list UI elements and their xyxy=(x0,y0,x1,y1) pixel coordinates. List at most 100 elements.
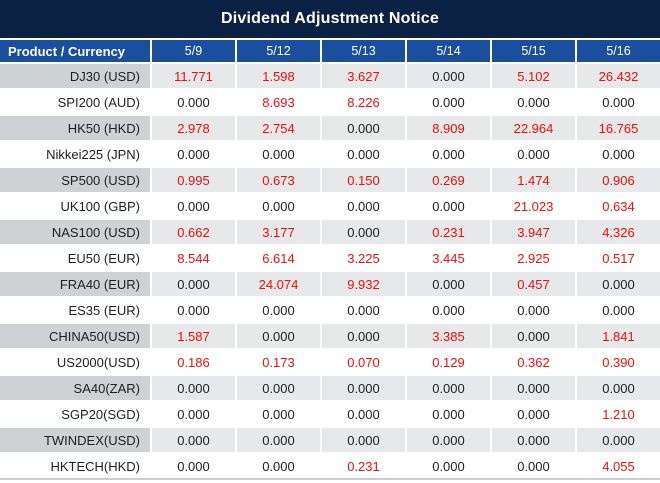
page-title: Dividend Adjustment Notice xyxy=(0,0,660,38)
dividend-value-cell: 0.000 xyxy=(492,454,575,478)
dividend-table: Product / Currency 5/9 5/12 5/13 5/14 5/15 5/1… xyxy=(0,40,660,478)
dividend-value-cell: 0.457 xyxy=(492,272,575,296)
dividend-value-cell: 0.000 xyxy=(237,428,320,452)
product-label: US2000(USD) xyxy=(0,350,150,374)
product-label: DJ30 (USD) xyxy=(0,64,150,88)
dividend-value-cell: 0.000 xyxy=(322,428,405,452)
product-label: TWINDEX(USD) xyxy=(0,428,150,452)
dividend-value-cell: 0.673 xyxy=(237,168,320,192)
dividend-value-cell: 0.000 xyxy=(152,90,235,114)
dividend-value-cell: 0.173 xyxy=(237,350,320,374)
dividend-value-cell: 0.000 xyxy=(577,142,660,166)
product-label: EU50 (EUR) xyxy=(0,246,150,270)
dividend-value-cell: 0.231 xyxy=(407,220,490,244)
dividend-value-cell: 0.000 xyxy=(322,376,405,400)
dividend-value-cell: 1.474 xyxy=(492,168,575,192)
product-label: ES35 (EUR) xyxy=(0,298,150,322)
dividend-value-cell: 0.000 xyxy=(407,64,490,88)
column-header-date: 5/15 xyxy=(492,40,575,62)
dividend-value-cell: 26.432 xyxy=(577,64,660,88)
dividend-value-cell: 0.269 xyxy=(407,168,490,192)
dividend-value-cell: 0.000 xyxy=(577,376,660,400)
dividend-value-cell: 0.000 xyxy=(152,454,235,478)
dividend-value-cell: 0.000 xyxy=(152,402,235,426)
dividend-value-cell: 0.362 xyxy=(492,350,575,374)
column-header-date: 5/9 xyxy=(152,40,235,62)
dividend-value-cell: 0.000 xyxy=(577,298,660,322)
product-label: NAS100 (USD) xyxy=(0,220,150,244)
dividend-value-cell: 0.000 xyxy=(322,324,405,348)
dividend-value-cell: 22.964 xyxy=(492,116,575,140)
dividend-value-cell: 0.000 xyxy=(407,428,490,452)
dividend-value-cell: 0.000 xyxy=(492,324,575,348)
dividend-value-cell: 16.765 xyxy=(577,116,660,140)
dividend-value-cell: 2.978 xyxy=(152,116,235,140)
dividend-value-cell: 0.000 xyxy=(152,428,235,452)
dividend-value-cell: 0.186 xyxy=(152,350,235,374)
dividend-value-cell: 0.906 xyxy=(577,168,660,192)
dividend-value-cell: 6.614 xyxy=(237,246,320,270)
dividend-value-cell: 5.102 xyxy=(492,64,575,88)
product-label: CHINA50(USD) xyxy=(0,324,150,348)
column-header-product-currency: Product / Currency xyxy=(0,40,150,62)
product-label: FRA40 (EUR) xyxy=(0,272,150,296)
dividend-value-cell: 0.000 xyxy=(237,454,320,478)
column-header-date: 5/12 xyxy=(237,40,320,62)
dividend-value-cell: 0.634 xyxy=(577,194,660,218)
product-label: HKTECH(HKD) xyxy=(0,454,150,478)
dividend-value-cell: 3.385 xyxy=(407,324,490,348)
dividend-value-cell: 0.000 xyxy=(152,194,235,218)
dividend-value-cell: 0.000 xyxy=(237,376,320,400)
dividend-value-cell: 8.909 xyxy=(407,116,490,140)
dividend-value-cell: 0.129 xyxy=(407,350,490,374)
dividend-value-cell: 4.326 xyxy=(577,220,660,244)
dividend-value-cell: 0.000 xyxy=(492,402,575,426)
dividend-value-cell: 0.000 xyxy=(407,298,490,322)
dividend-value-cell: 2.754 xyxy=(237,116,320,140)
dividend-value-cell: 8.544 xyxy=(152,246,235,270)
dividend-value-cell: 24.074 xyxy=(237,272,320,296)
dividend-value-cell: 1.210 xyxy=(577,402,660,426)
dividend-value-cell: 0.000 xyxy=(492,90,575,114)
column-header-date: 5/13 xyxy=(322,40,405,62)
product-label: HK50 (HKD) xyxy=(0,116,150,140)
dividend-value-cell: 0.000 xyxy=(577,428,660,452)
dividend-value-cell: 0.000 xyxy=(322,220,405,244)
dividend-value-cell: 0.000 xyxy=(492,298,575,322)
dividend-value-cell: 0.000 xyxy=(322,142,405,166)
dividend-value-cell: 8.693 xyxy=(237,90,320,114)
dividend-value-cell: 1.587 xyxy=(152,324,235,348)
dividend-value-cell: 0.000 xyxy=(407,142,490,166)
dividend-value-cell: 4.055 xyxy=(577,454,660,478)
column-header-date: 5/16 xyxy=(577,40,660,62)
dividend-value-cell: 3.627 xyxy=(322,64,405,88)
dividend-value-cell: 0.000 xyxy=(492,428,575,452)
dividend-value-cell: 0.662 xyxy=(152,220,235,244)
dividend-value-cell: 0.000 xyxy=(322,194,405,218)
dividend-value-cell: 0.000 xyxy=(492,376,575,400)
dividend-value-cell: 0.000 xyxy=(152,142,235,166)
dividend-value-cell: 0.995 xyxy=(152,168,235,192)
dividend-value-cell: 0.000 xyxy=(407,90,490,114)
dividend-value-cell: 3.177 xyxy=(237,220,320,244)
product-label: SPI200 (AUD) xyxy=(0,90,150,114)
dividend-value-cell: 0.000 xyxy=(237,402,320,426)
dividend-value-cell: 0.000 xyxy=(577,90,660,114)
product-label: Nikkei225 (JPN) xyxy=(0,142,150,166)
dividend-value-cell: 9.932 xyxy=(322,272,405,296)
dividend-value-cell: 0.000 xyxy=(407,402,490,426)
dividend-value-cell: 0.000 xyxy=(237,194,320,218)
dividend-value-cell: 0.000 xyxy=(237,298,320,322)
product-label: SA40(ZAR) xyxy=(0,376,150,400)
product-label: SGP20(SGD) xyxy=(0,402,150,426)
dividend-value-cell: 8.226 xyxy=(322,90,405,114)
dividend-value-cell: 0.000 xyxy=(322,402,405,426)
dividend-value-cell: 2.925 xyxy=(492,246,575,270)
dividend-value-cell: 0.000 xyxy=(407,454,490,478)
dividend-value-cell: 0.000 xyxy=(577,272,660,296)
dividend-value-cell: 0.000 xyxy=(492,142,575,166)
dividend-value-cell: 3.947 xyxy=(492,220,575,244)
dividend-value-cell: 0.000 xyxy=(407,194,490,218)
dividend-value-cell: 1.841 xyxy=(577,324,660,348)
dividend-value-cell: 0.000 xyxy=(237,142,320,166)
